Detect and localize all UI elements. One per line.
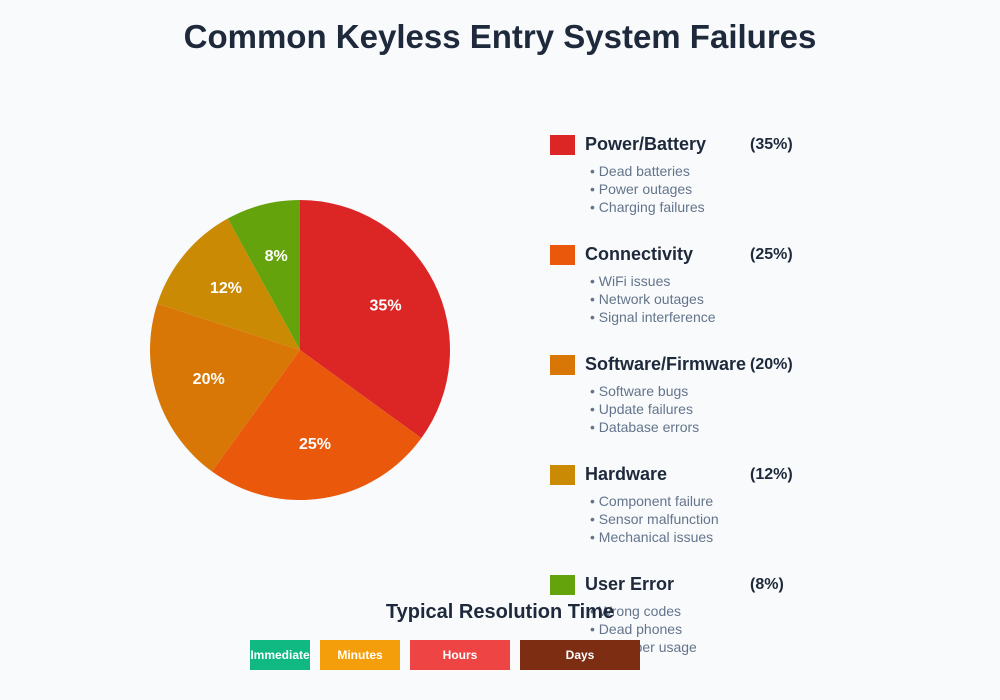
legend-detail-item: • WiFi issues — [590, 273, 671, 289]
legend-detail-item: • Dead phones — [590, 621, 683, 637]
pie-slice-1 — [211, 350, 422, 500]
legend-swatch-3 — [550, 465, 575, 485]
legend-detail-item: • Network outages — [590, 291, 704, 307]
pie-slice-0 — [300, 200, 450, 439]
legend-detail-item: • Update failures — [590, 401, 693, 417]
legend-percent-3: (12%) — [750, 466, 793, 483]
legend-detail-item: • Dead batteries — [590, 163, 690, 179]
legend-name-0: Power/Battery — [585, 134, 707, 154]
pie-slice-label-4: 8% — [265, 248, 288, 265]
legend-details-4: • Wrong codes • Dead phones • Improper usa… — [590, 602, 697, 656]
legend-detail-item: • Charging failures — [590, 199, 705, 215]
resolution-title: Typical Resolution Time — [385, 601, 615, 623]
pie-slice-3 — [157, 218, 300, 350]
legend-details-2: • Software bugs • Update failures • Databa… — [590, 382, 699, 436]
legend-swatch-4 — [550, 575, 575, 595]
legend-name-1: Connectivity — [585, 244, 694, 264]
legend-detail-item: • Signal interference — [590, 309, 716, 325]
resolution-box-days: Days — [520, 640, 640, 670]
legend-percent-0: (35%) — [750, 136, 793, 153]
resolution-box-hours: Hours — [410, 640, 510, 670]
pie-slice-4 — [227, 200, 300, 350]
legend-detail-item: • Database errors — [590, 419, 700, 435]
resolution-box-immediate: Immediate — [250, 640, 310, 670]
pie-slice-label-2: 20% — [193, 371, 225, 388]
legend-details-3: • Component failure • Sensor malfunction •… — [590, 492, 719, 546]
resolution-box-minutes: Minutes — [320, 640, 400, 670]
legend-detail-item: • Sensor malfunction — [590, 511, 719, 527]
legend-detail-item: • Power outages — [590, 181, 693, 197]
legend-swatch-1 — [550, 245, 575, 265]
legend-detail-item: • Component failure — [590, 493, 714, 509]
legend-percent-4: (8%) — [750, 576, 784, 593]
legend-name-2: Software/Firmware — [585, 354, 747, 374]
chart-title: Common Keyless Entry System Failures — [183, 18, 817, 55]
pie-slice-label-3: 12% — [210, 280, 242, 297]
pie-slice-label-0: 35% — [370, 298, 402, 315]
legend-percent-1: (25%) — [750, 246, 793, 263]
legend-details-1: • WiFi issues • Network outages • Signal i… — [590, 272, 716, 326]
legend-swatch-2 — [550, 355, 575, 375]
legend-swatch-0 — [550, 135, 575, 155]
legend-detail-item: • Mechanical issues — [590, 529, 714, 545]
pie-slice-label-1: 25% — [299, 436, 331, 453]
pie-slice-2 — [150, 303, 300, 472]
legend-detail-item: • Wrong codes — [590, 603, 682, 619]
legend-percent-2: (20%) — [750, 356, 793, 373]
legend-name-4: User Error — [585, 574, 675, 594]
legend-detail-item: • Software bugs — [590, 383, 689, 399]
legend-details-0: • Dead batteries • Power outages • Chargin… — [590, 162, 705, 216]
legend-name-3: Hardware — [585, 464, 668, 484]
